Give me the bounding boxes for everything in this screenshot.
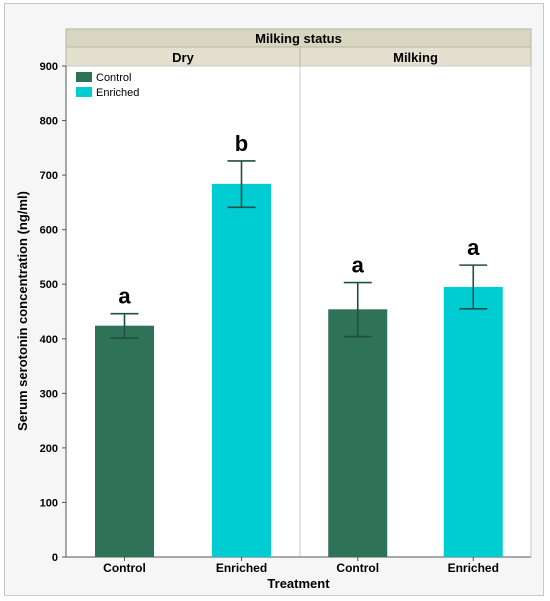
chart-title: Milking status — [255, 31, 342, 46]
bar-control-milking — [328, 309, 388, 557]
significance-letter: a — [118, 284, 131, 309]
y-tick-label: 500 — [40, 279, 58, 291]
significance-letter: a — [467, 235, 480, 260]
significance-letter: b — [235, 131, 248, 156]
y-tick-label: 700 — [40, 170, 58, 182]
y-tick-label: 0 — [52, 552, 58, 564]
legend-label-enriched: Enriched — [96, 87, 139, 99]
panel-label-dry: Dry — [172, 50, 194, 65]
bar-enriched-milking — [443, 286, 503, 557]
significance-letter: a — [352, 253, 365, 278]
bars: a a b a — [95, 131, 503, 557]
x-tick-label: Control — [103, 561, 146, 575]
y-tick-label: 300 — [40, 388, 58, 400]
bar-enriched-dry — [212, 183, 271, 557]
x-tick-label: Control — [336, 561, 379, 575]
y-tick-label: 400 — [40, 334, 58, 346]
legend-swatch-enriched — [76, 87, 92, 97]
y-tick-label: 200 — [40, 443, 58, 455]
y-axis-title: Serum serotonin concentration (ng/ml) — [15, 191, 30, 431]
x-ticks: Control Control Enriched Enriched — [103, 557, 499, 575]
y-ticks: 0 100 200 300 400 500 600 700 800 900 — [40, 61, 66, 564]
legend-label-control: Control — [96, 72, 131, 84]
x-tick-label: Enriched — [448, 561, 499, 575]
y-tick-label: 900 — [40, 61, 58, 73]
panel-label-milking: Milking — [393, 50, 438, 65]
x-tick-label: Enriched — [216, 561, 267, 575]
legend-swatch-control — [76, 72, 92, 82]
x-axis-title: Treatment — [267, 576, 330, 591]
y-tick-label: 100 — [40, 497, 58, 509]
legend: Control Enriched — [76, 72, 139, 99]
y-tick-label: 800 — [40, 116, 58, 128]
bar-control-dry — [95, 325, 154, 557]
y-tick-label: 600 — [40, 225, 58, 237]
